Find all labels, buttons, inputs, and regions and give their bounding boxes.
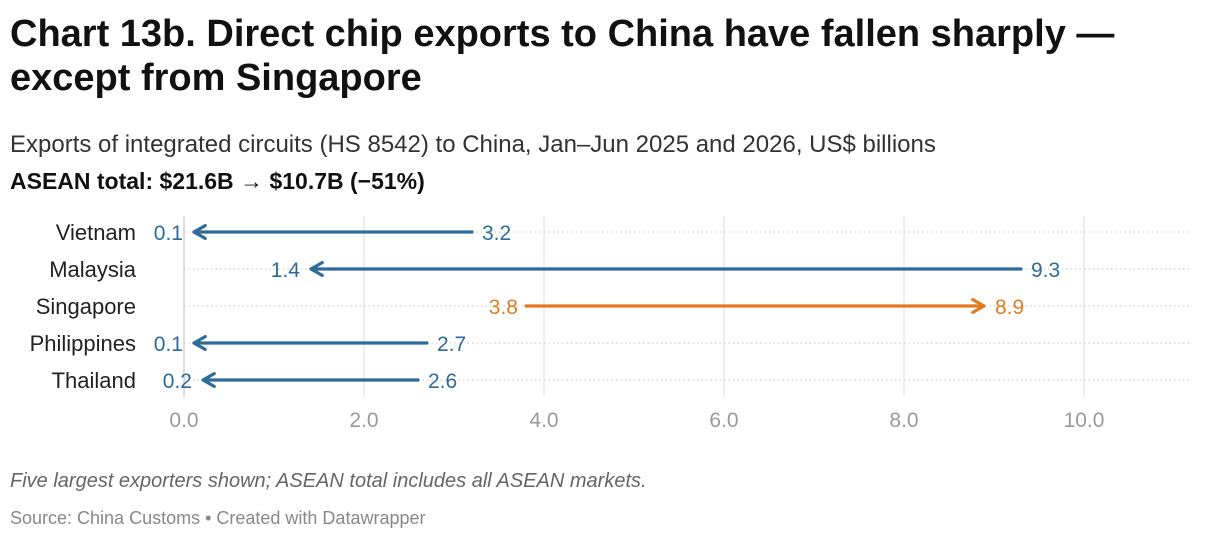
value-label-2026: 0.1 — [154, 333, 183, 356]
x-tick-label: 6.0 — [709, 409, 738, 432]
value-label-2025: 3.8 — [489, 296, 518, 319]
value-label-2026: 1.4 — [271, 259, 301, 282]
x-tick-label: 10.0 — [1064, 409, 1105, 432]
value-label-2025: 3.2 — [482, 222, 511, 245]
asean-total-summary: ASEAN total: $21.6B → $10.7B (−51%) — [10, 168, 425, 194]
value-label-2026: 8.9 — [995, 296, 1024, 319]
country-label: Malaysia — [49, 257, 137, 282]
country-label: Vietnam — [56, 220, 136, 245]
country-label: Singapore — [36, 294, 136, 319]
x-tick-label: 0.0 — [169, 409, 198, 432]
x-tick-label: 8.0 — [889, 409, 918, 432]
chart-note: Five largest exporters shown; ASEAN tota… — [10, 470, 647, 492]
value-label-2025: 2.7 — [437, 333, 466, 356]
country-label: Thailand — [52, 368, 136, 393]
value-label-2025: 9.3 — [1031, 259, 1060, 282]
chart-source: Source: China Customs • Created with Dat… — [10, 508, 426, 528]
value-label-2026: 0.1 — [154, 222, 183, 245]
value-label-2026: 0.2 — [163, 370, 192, 393]
x-tick-label: 4.0 — [529, 409, 558, 432]
country-label: Philippines — [30, 331, 136, 356]
chart-title: Chart 13b. Direct chip exports to China … — [10, 13, 1115, 99]
x-tick-label: 2.0 — [349, 409, 378, 432]
chart-subtitle: Exports of integrated circuits (HS 8542)… — [10, 131, 936, 158]
arrow-chart: 0.0 2.0 4.0 6.0 8.0 10.0 Vietnam 3.2 0.1 Malaysia… — [30, 216, 1190, 432]
value-label-2025: 2.6 — [428, 370, 457, 393]
